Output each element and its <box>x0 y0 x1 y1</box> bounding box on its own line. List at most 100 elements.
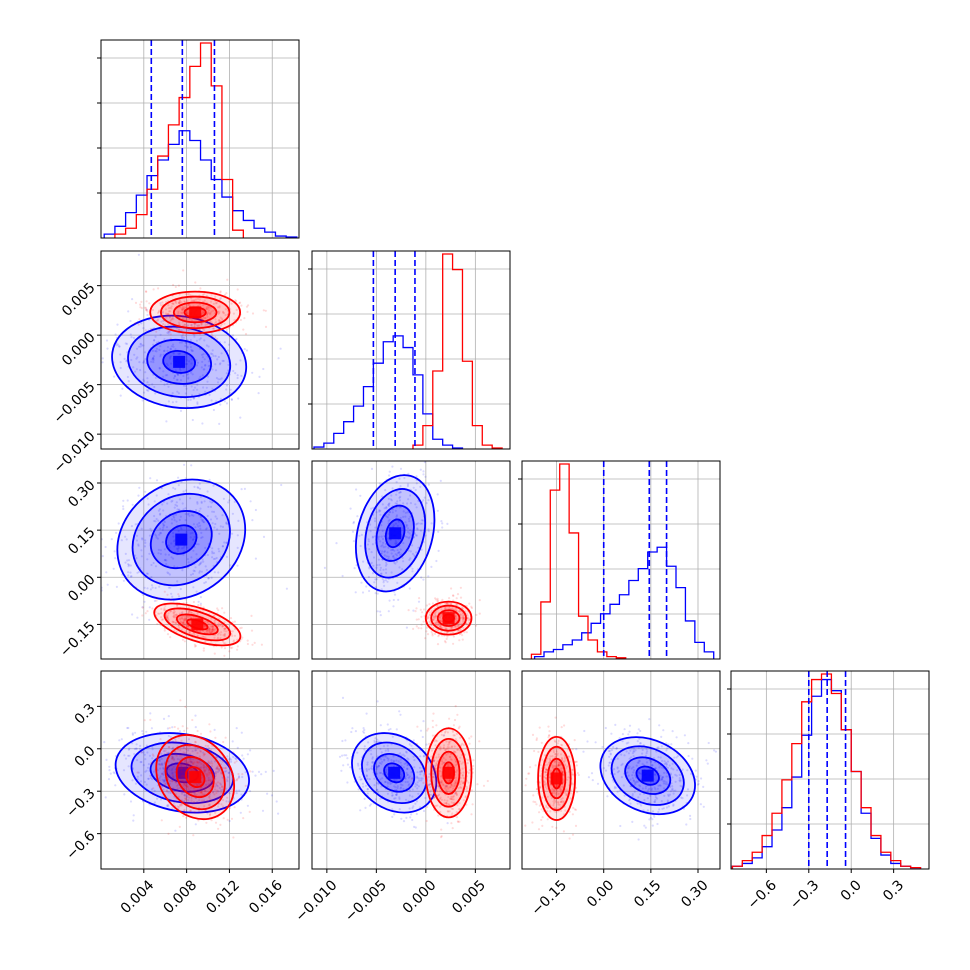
scatter-point <box>185 801 188 804</box>
scatter-point <box>470 813 473 816</box>
scatter-point <box>187 377 190 380</box>
histogram-red <box>530 463 627 659</box>
scatter-point <box>209 631 212 634</box>
scatter-point <box>636 761 639 764</box>
scatter-point <box>411 806 414 810</box>
scatter-point <box>380 552 383 555</box>
scatter-point <box>156 319 159 322</box>
scatter-point <box>375 511 378 514</box>
scatter-point <box>208 628 211 631</box>
scatter-point <box>228 499 231 502</box>
scatter-point <box>381 550 384 553</box>
scatter-point <box>108 765 111 768</box>
scatter-point <box>379 568 382 572</box>
scatter-point <box>464 796 467 799</box>
scatter-point <box>196 630 199 633</box>
scatter-point <box>658 766 661 769</box>
scatter-point <box>218 306 221 309</box>
scatter-point <box>441 522 444 525</box>
scatter-point <box>445 637 448 641</box>
scatter-point <box>169 735 172 739</box>
scatter-point <box>426 729 429 732</box>
scatter-point <box>415 812 418 816</box>
scatter-point <box>138 486 141 489</box>
scatter-point <box>460 762 463 765</box>
scatter-point <box>438 617 442 620</box>
scatter-point <box>424 534 427 537</box>
scatter-point <box>157 310 160 313</box>
scatter-point <box>272 769 275 773</box>
scatter-point <box>662 780 665 783</box>
scatter-point <box>182 621 185 624</box>
scatter-point <box>227 349 230 352</box>
scatter-point <box>191 538 195 542</box>
scatter-point <box>437 549 440 553</box>
scatter-point <box>213 614 216 617</box>
scatter-point <box>152 355 156 358</box>
scatter-point <box>198 338 201 341</box>
scatter-point <box>168 316 171 319</box>
scatter-point <box>212 484 215 487</box>
scatter-point <box>180 617 184 620</box>
scatter-point <box>472 759 475 762</box>
scatter-point <box>158 759 161 763</box>
scatter-point <box>386 516 390 519</box>
scatter-point <box>180 480 183 483</box>
scatter-point <box>212 614 215 617</box>
scatter-point <box>202 368 205 371</box>
scatter-point <box>387 782 390 785</box>
scatter-point <box>591 779 594 782</box>
scatter-point <box>197 323 200 326</box>
scatter-point <box>180 754 183 757</box>
scatter-point <box>381 760 384 764</box>
scatter-point <box>182 746 185 749</box>
scatter-point <box>156 537 159 540</box>
scatter-point <box>183 617 186 620</box>
scatter-point <box>697 780 700 783</box>
scatter-point <box>218 786 221 790</box>
scatter-point <box>225 541 228 544</box>
scatter-point <box>109 772 112 775</box>
scatter-point <box>182 774 186 778</box>
scatter-point <box>369 523 372 526</box>
scatter-point <box>648 787 651 790</box>
scatter-point <box>221 525 225 529</box>
scatter-point <box>707 741 710 745</box>
scatter-point <box>613 787 616 790</box>
scatter-point <box>184 617 187 620</box>
scatter-point <box>216 633 220 636</box>
scatter-point <box>417 777 420 780</box>
scatter-point <box>139 303 142 306</box>
scatter-point <box>216 767 219 770</box>
scatter-point <box>421 522 424 525</box>
scatter-point <box>463 631 466 634</box>
scatter-point <box>171 755 174 758</box>
scatter-point <box>448 779 451 782</box>
scatter-point <box>280 483 283 487</box>
contour-red <box>163 607 232 642</box>
scatter-point <box>377 538 380 541</box>
scatter-point <box>210 501 213 504</box>
scatter-point <box>142 361 145 364</box>
scatter-point <box>214 515 217 518</box>
scatter-point <box>208 795 211 798</box>
scatter-point <box>232 639 236 642</box>
scatter-point <box>443 761 446 765</box>
scatter-point <box>136 775 139 778</box>
scatter-point <box>169 636 172 639</box>
scatter-point <box>422 774 426 777</box>
scatter-point <box>178 328 181 331</box>
scatter-point <box>198 563 201 567</box>
scatter-point <box>227 327 230 330</box>
scatter-point <box>631 794 634 798</box>
scatter-point <box>171 499 174 502</box>
scatter-point <box>357 788 360 791</box>
scatter-point <box>362 730 365 733</box>
scatter-point <box>601 745 604 749</box>
density-peak-red <box>189 306 202 319</box>
scatter-point <box>179 699 182 702</box>
scatter-point <box>454 776 457 779</box>
scatter-point <box>596 782 600 785</box>
scatter-point <box>414 782 417 786</box>
scatter-point <box>207 771 210 774</box>
